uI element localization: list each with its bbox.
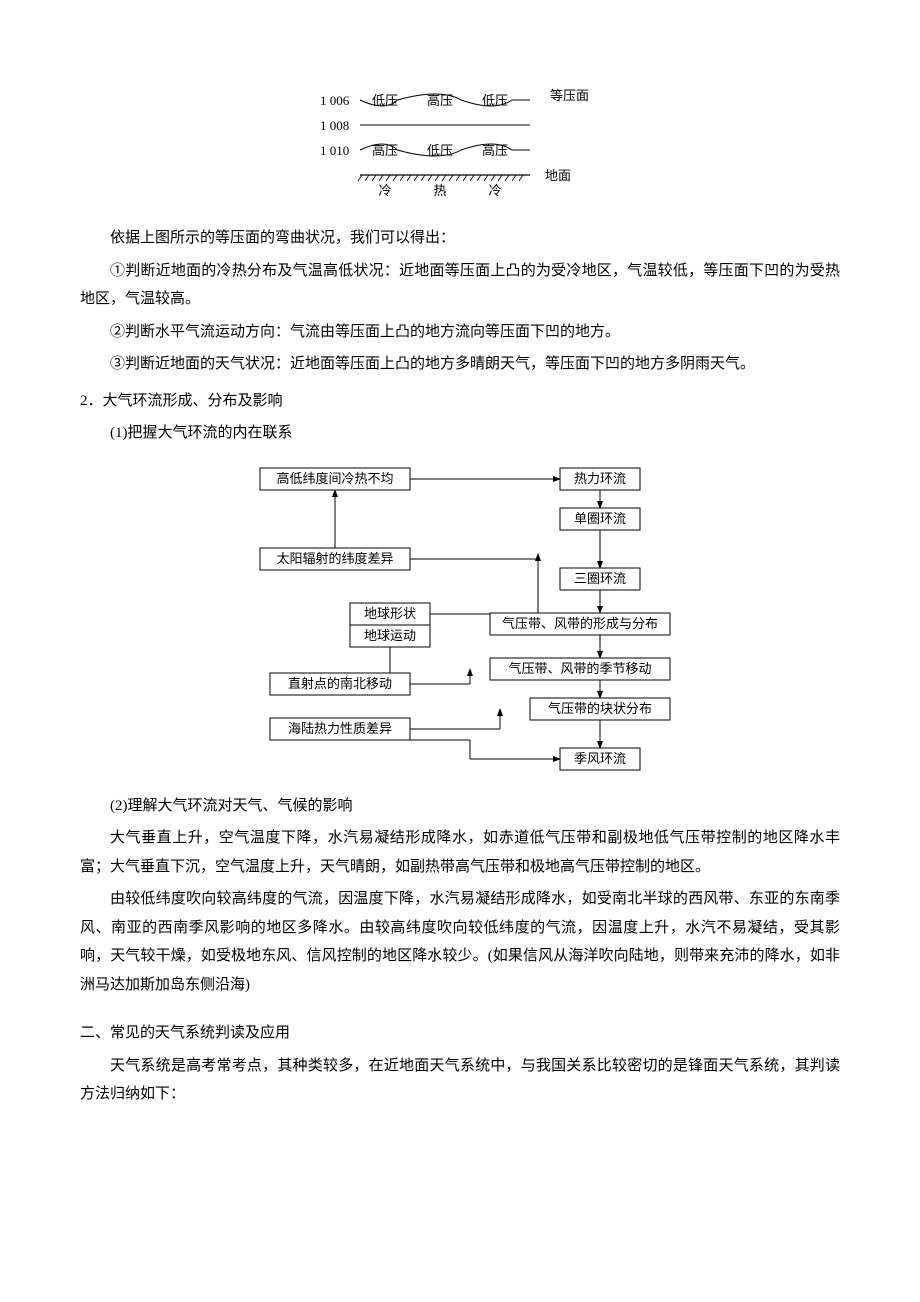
paragraph-rule-1: ①判断近地面的冷热分布及气温高低状况：近地面等压面上凸的为受冷地区，气温较低，等… <box>80 257 840 314</box>
svg-text:热: 热 <box>433 183 446 198</box>
subheading-2-1: (1)把握大气环流的内在联系 <box>80 419 840 448</box>
svg-text:1 010: 1 010 <box>320 143 349 158</box>
circulation-flowchart: 高低纬度间冷热不均热力环流单圈环流太阳辐射的纬度差异三圈环流地球形状地球运动气压… <box>230 458 690 778</box>
svg-text:地球形状: 地球形状 <box>364 606 416 621</box>
svg-text:1 008: 1 008 <box>320 118 349 133</box>
svg-text:气压带、风带的季节移动: 气压带、风带的季节移动 <box>508 661 651 676</box>
paragraph-rule-3: ③判断近地面的天气状况：近地面等压面上凸的地方多晴朗天气，等压面下凹的地方多阴雨… <box>80 350 840 379</box>
isobar-diagram: 1 006低压高压低压等压面1 0081 010高压低压高压地面冷热冷 <box>290 70 630 210</box>
paragraph-vertical: 大气垂直上升，空气温度下降，水汽易凝结形成降水，如赤道低气压带和副极地低气压带控… <box>80 824 840 881</box>
svg-text:地球运动: 地球运动 <box>364 628 416 643</box>
svg-text:低压: 低压 <box>427 143 453 158</box>
svg-text:直射点的南北移动: 直射点的南北移动 <box>288 676 392 691</box>
svg-text:太阳辐射的纬度差异: 太阳辐射的纬度差异 <box>276 551 393 566</box>
paragraph-intro: 依据上图所示的等压面的弯曲状况，我们可以得出： <box>80 224 840 253</box>
svg-text:高压: 高压 <box>372 143 398 158</box>
paragraph-weather-sys: 天气系统是高考常考点，其种类较多，在近地面天气系统中，与我国关系比较密切的是锋面… <box>80 1052 840 1109</box>
svg-text:气压带的块状分布: 气压带的块状分布 <box>548 701 652 716</box>
svg-text:三圈环流: 三圈环流 <box>574 571 626 586</box>
svg-text:低压: 低压 <box>372 93 398 108</box>
svg-text:热力环流: 热力环流 <box>574 471 626 486</box>
svg-text:地面: 地面 <box>545 168 571 183</box>
heading-section-2: 二、常见的天气系统判读及应用 <box>80 1019 840 1048</box>
svg-text:高低纬度间冷热不均: 高低纬度间冷热不均 <box>276 471 393 486</box>
svg-text:气压带、风带的形成与分布: 气压带、风带的形成与分布 <box>502 616 658 631</box>
svg-text:高压: 高压 <box>482 143 508 158</box>
svg-text:等压面: 等压面 <box>550 88 589 103</box>
svg-text:冷: 冷 <box>378 183 391 198</box>
svg-text:海陆热力性质差异: 海陆热力性质差异 <box>288 721 392 736</box>
svg-text:高压: 高压 <box>427 93 453 108</box>
svg-text:低压: 低压 <box>482 93 508 108</box>
svg-text:冷: 冷 <box>488 183 501 198</box>
svg-text:1 006: 1 006 <box>320 93 350 108</box>
svg-text:单圈环流: 单圈环流 <box>574 511 626 526</box>
paragraph-rule-2: ②判断水平气流运动方向：气流由等压面上凸的地方流向等压面下凹的地方。 <box>80 318 840 347</box>
heading-2: 2．大气环流形成、分布及影响 <box>80 387 840 416</box>
svg-text:季风环流: 季风环流 <box>574 751 626 766</box>
paragraph-horizontal: 由较低纬度吹向较高纬度的气流，因温度下降，水汽易凝结形成降水，如受南北半球的西风… <box>80 885 840 999</box>
subheading-2-2: (2)理解大气环流对天气、气候的影响 <box>80 792 840 821</box>
